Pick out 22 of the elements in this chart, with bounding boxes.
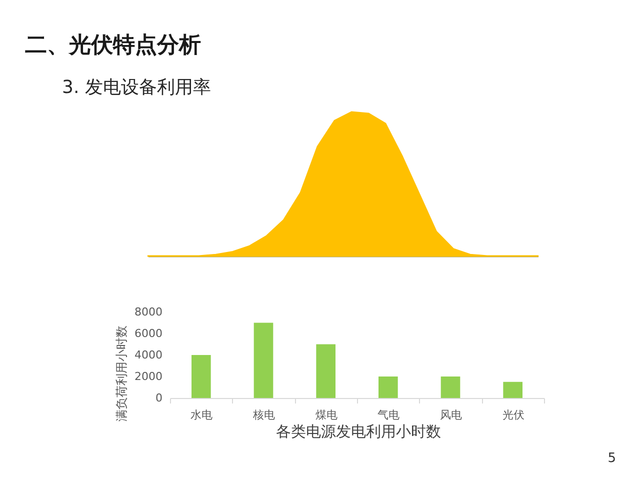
x-tick-label: 光伏 [502, 408, 524, 422]
y-tick-label: 2000 [134, 370, 162, 383]
bar [316, 344, 336, 398]
y-tick-label: 6000 [134, 327, 162, 340]
bar [192, 355, 211, 398]
bar [378, 376, 398, 398]
x-tick-label: 气电 [378, 408, 400, 422]
x-tick-label: 煤电 [315, 408, 338, 422]
bar [254, 322, 274, 398]
x-tick-label: 水电 [190, 408, 213, 422]
bar [440, 376, 460, 398]
y-axis-title: 满负荷利用小时数 [114, 326, 128, 422]
x-tick-label: 核电 [252, 408, 275, 422]
x-axis-title: 各类电源发电利用小时数 [276, 422, 441, 440]
chart-title: 二、光伏特点分析 [25, 33, 201, 58]
text: 5 [608, 451, 616, 466]
x-tick-label: 风电 [440, 408, 462, 422]
y-tick-label: 8000 [134, 306, 162, 318]
chart-subtitle: 3. 发电设备利用率 [62, 77, 211, 98]
y-tick-label: 4000 [134, 348, 162, 362]
y-tick-label: 0 [156, 392, 162, 404]
bar [503, 382, 522, 398]
